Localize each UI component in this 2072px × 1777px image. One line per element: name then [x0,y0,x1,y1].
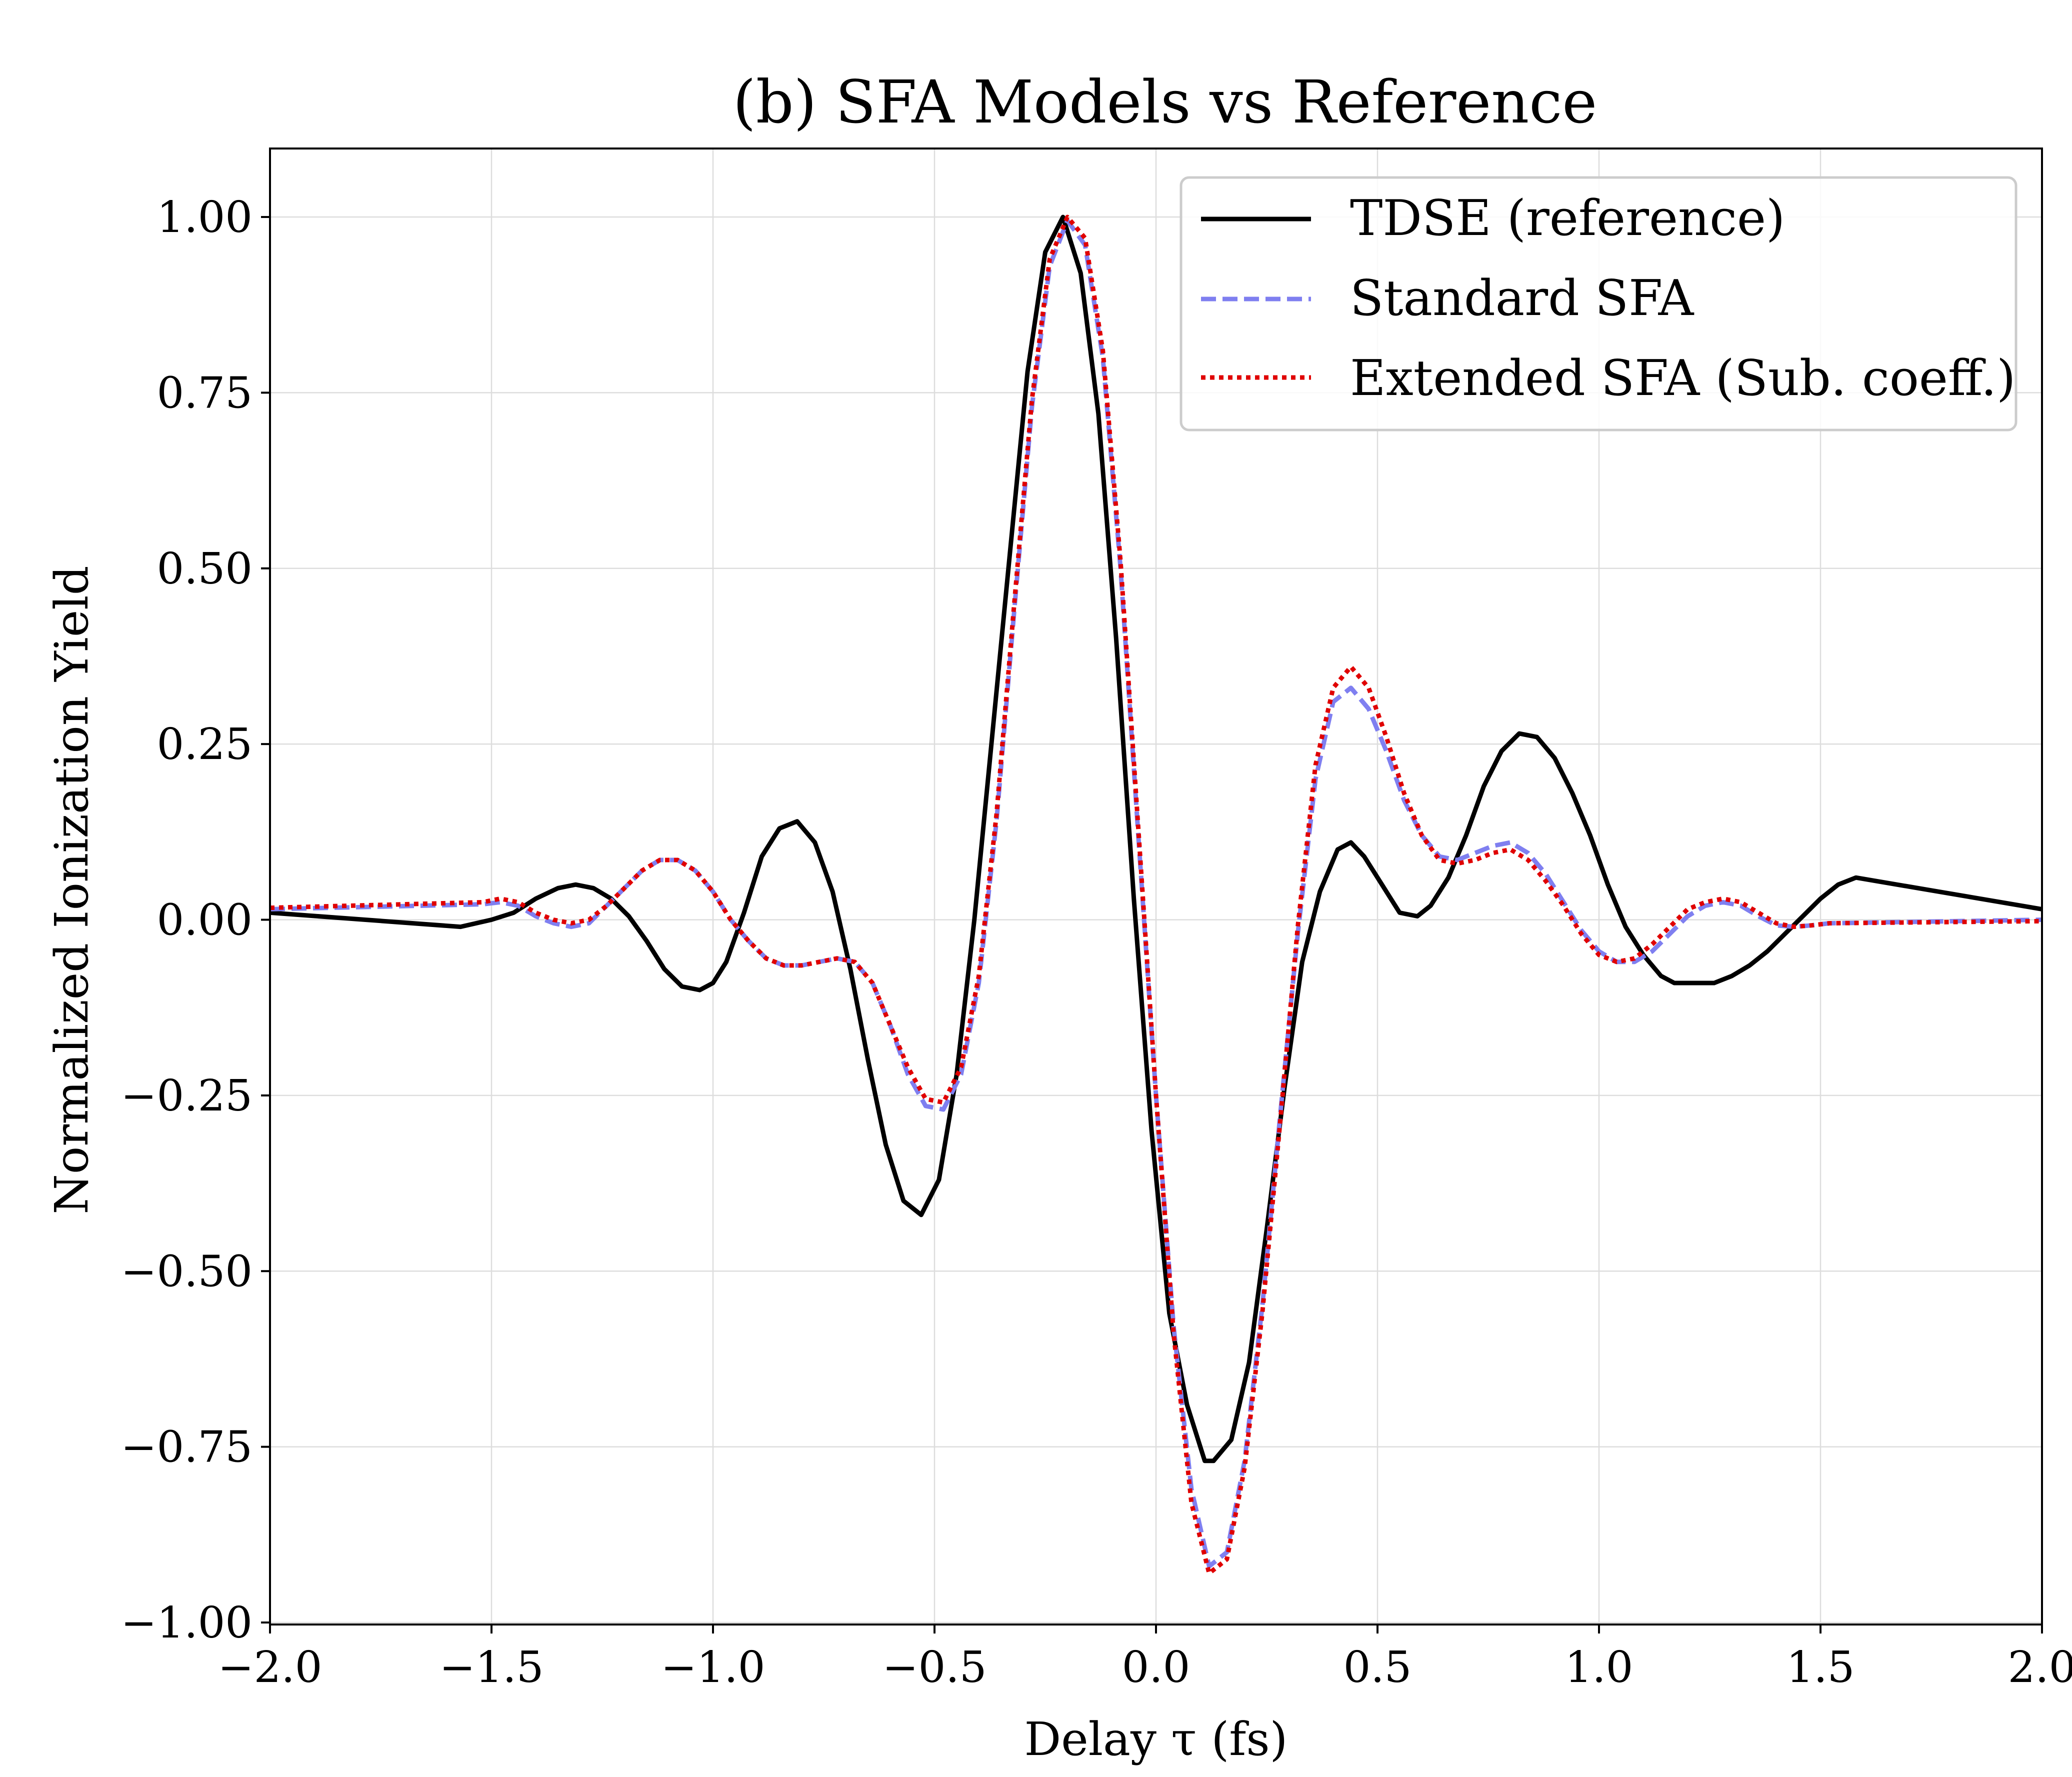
legend-box [1180,176,2018,432]
legend-label-standard-sfa: Standard SFA [1350,270,1694,327]
x-tick-label: 0.5 [1344,1642,1412,1692]
x-tick-label: 1.5 [1786,1642,1855,1692]
legend-label-extended-sfa: Extended SFA (Sub. coeff.) [1350,350,2016,407]
series-layer [270,214,2042,1576]
gridlines [270,148,2042,1624]
y-tick-label: −1.00 [120,1598,252,1648]
y-tick-label: 0.25 [157,720,252,770]
x-tick-label: 1.0 [1565,1642,1634,1692]
axis-ticks: −2.0 −1.5 −1.0 −0.5 0.0 0.5 1.0 1.5 2.0 1.00 0.75 0… [120,192,2072,1692]
y-tick-label: 1.00 [157,192,252,242]
x-tick-label: −1.5 [440,1642,544,1692]
y-tick-label: −0.25 [120,1071,252,1121]
x-tick-label: −0.5 [882,1642,987,1692]
x-tick-label: −1.0 [661,1642,766,1692]
y-tick-label: 0.50 [157,544,252,594]
x-tick-label: 0.0 [1122,1642,1190,1692]
y-tick-label: 0.00 [157,896,252,946]
y-tick-label: −0.50 [120,1246,252,1296]
y-axis-label: Normalized Ionization Yield [45,566,98,1214]
y-tick-label: −0.75 [120,1422,252,1472]
x-axis-label: Delay τ (fs) [1024,1712,1288,1766]
legend-label-tdse: TDSE (reference) [1350,190,1785,247]
x-tick-label: −2.0 [218,1642,322,1692]
legend: TDSE (reference) Standard SFA Extended S… [1180,176,2018,432]
chart-title: (b) SFA Models vs Reference [733,68,1597,136]
series-line-extended-sfa [270,214,2042,1576]
y-tick-label: 0.75 [157,368,252,418]
x-tick-label: 2.0 [2008,1642,2072,1692]
